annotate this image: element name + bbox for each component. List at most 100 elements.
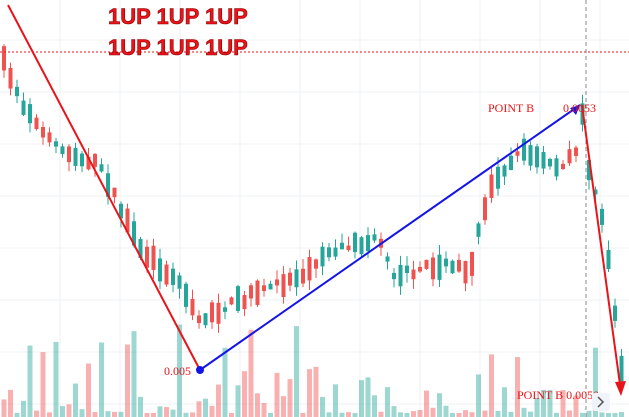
candle-body (314, 259, 318, 269)
volume-bar (157, 406, 163, 417)
candle-body (80, 153, 84, 167)
volume-bar (1, 399, 7, 417)
volume-bar (528, 411, 533, 417)
trend-line (199, 104, 581, 371)
candle-body (548, 158, 552, 167)
volume-bar (378, 411, 384, 417)
volume-bar (456, 412, 462, 417)
candle-body (619, 355, 624, 382)
candle-body (600, 208, 604, 225)
candle-body (164, 264, 169, 285)
anchor-point (196, 366, 204, 374)
candle-body (236, 286, 240, 311)
candles (2, 44, 624, 388)
candle-body (593, 189, 598, 195)
candle-body (28, 104, 32, 124)
volume-bar (92, 412, 98, 417)
volume-bar (190, 412, 195, 417)
candle-body (437, 254, 442, 280)
candle-body (359, 237, 364, 255)
volume-bar (469, 412, 475, 417)
candle-body (255, 280, 260, 305)
volume-bar (86, 363, 91, 417)
candle-body (2, 46, 6, 71)
candle-body (509, 155, 513, 171)
candle-body (574, 147, 578, 156)
candle-body (151, 245, 156, 270)
candle-body (132, 221, 136, 246)
volume-bar (281, 396, 286, 417)
volume-bar (417, 409, 423, 417)
candle-body (119, 203, 123, 219)
banner-text: 1UP 1UP 1UP (108, 35, 248, 60)
volume-bar (112, 411, 117, 417)
volume-bar (53, 341, 59, 417)
candle-body (444, 258, 448, 267)
volume-bar (255, 393, 260, 417)
candle-body (450, 260, 455, 274)
volume-bar (580, 412, 585, 417)
volume-bar (599, 412, 605, 417)
volume-bar (261, 403, 267, 417)
candle-body (307, 257, 312, 281)
volume-bar (437, 393, 442, 417)
volume-bar (391, 406, 397, 417)
candle-body (301, 268, 305, 284)
candle-body (93, 153, 97, 167)
banner-text: 1UP 1UP 1UP (108, 4, 248, 29)
candle-body (463, 261, 468, 284)
volume-bar (105, 411, 111, 417)
candle-body (567, 149, 572, 164)
trend-line (581, 104, 622, 393)
volume-bar (619, 412, 624, 417)
candle-body (372, 234, 377, 241)
candle-body (561, 163, 565, 170)
candle-body (489, 174, 494, 198)
volume-bar (476, 374, 481, 417)
volume-bar (60, 406, 65, 417)
volume-bar (606, 412, 611, 417)
arrow-head (615, 381, 626, 396)
candle-body (535, 146, 539, 168)
candle-body (171, 268, 175, 285)
candle-body (476, 223, 481, 237)
candle-body (145, 246, 149, 268)
candle-body (613, 305, 617, 321)
volume-bar (320, 396, 325, 417)
volume-bar (14, 412, 20, 417)
candle-body (54, 141, 58, 147)
candle-body (554, 158, 559, 177)
candle-body (528, 145, 533, 166)
volume-bar (560, 390, 566, 417)
candle-body (483, 197, 487, 221)
arrow-head (570, 105, 580, 115)
volume-bar (508, 411, 514, 417)
volume-bar (138, 396, 143, 417)
volume-bar (521, 407, 527, 417)
volume-bar (294, 326, 299, 417)
volume-bar (495, 410, 501, 417)
volume-bar (27, 345, 33, 417)
scroll-button[interactable] (592, 393, 610, 411)
volume-bar (183, 412, 189, 417)
candle-body (424, 259, 429, 269)
volume-bar (21, 400, 26, 417)
volume-bar (229, 412, 234, 417)
volume-bar (443, 405, 449, 417)
volume-bar (573, 395, 579, 417)
volume-bar (365, 377, 371, 417)
candle-body (418, 266, 422, 272)
candle-body (606, 249, 611, 269)
candle-body (158, 258, 162, 282)
candle-body (398, 264, 403, 287)
volume-bar (79, 409, 85, 417)
volume-bar (567, 410, 572, 417)
candle-body (522, 138, 526, 161)
volume-bar (398, 412, 403, 417)
candle-body (262, 285, 266, 292)
candle-body (340, 242, 344, 250)
candle-body (67, 146, 71, 163)
volume-bar (151, 412, 156, 417)
